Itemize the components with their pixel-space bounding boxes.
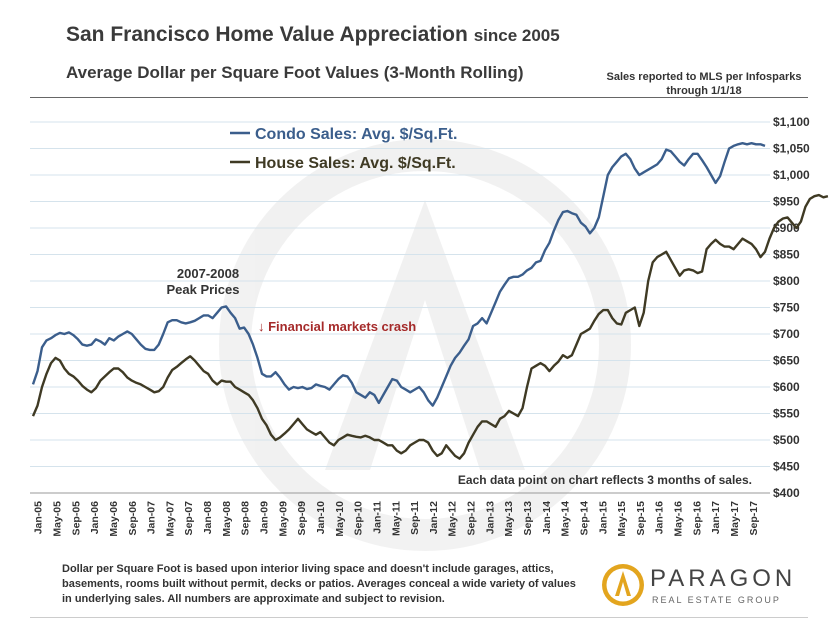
x-tick-label: May-06 [108,501,120,537]
y-tick-label: $450 [773,460,800,474]
x-tick-label: May-05 [51,501,63,537]
annotation-crash: ↓ Financial markets crash [258,319,416,334]
x-tick-label: Sep-06 [127,501,139,536]
x-tick-label: Sep-11 [409,501,421,535]
title-suffix: since 2005 [473,26,560,45]
logo-tagline: REAL ESTATE GROUP [652,595,781,605]
watermark-logo-icon [219,139,631,551]
legend-condo-label: Condo Sales: Avg. $/Sq.Ft. [255,126,457,143]
paragon-logo-icon [602,564,644,606]
y-tick-label: $500 [773,433,800,447]
legend: Condo Sales: Avg. $/Sq.Ft. House Sales: A… [230,126,457,172]
x-tick-label: Sep-08 [240,501,252,536]
x-tick-label: May-13 [503,501,515,537]
y-tick-label: $800 [773,274,800,288]
legend-house-label: House Sales: Avg. $/Sq.Ft. [255,155,456,172]
legend-condo: Condo Sales: Avg. $/Sq.Ft. [230,126,457,143]
x-tick-label: Jan-07 [146,501,158,534]
x-tick-label: Jan-08 [202,501,214,534]
y-tick-label: $950 [773,195,800,209]
line-chart: $400 $450 $500 $550 $600 $650 $700 $750 $800 $850… [30,115,829,551]
series-lines [31,142,829,460]
y-tick-label: $700 [773,327,800,341]
x-tick-label: Jan-12 [428,501,440,534]
x-tick-label: Sep-09 [296,501,308,536]
x-tick-label: May-08 [221,501,233,537]
paragon-logo: PARAGON REAL ESTATE GROUP [598,560,808,612]
condo-series-line [31,142,766,407]
x-tick-label: Jan-17 [710,501,722,534]
x-tick-label: May-09 [277,501,289,537]
x-tick-label: Jan-14 [541,501,553,534]
chart-title: San Francisco Home Value Appreciation si… [66,23,560,47]
y-tick-label: $650 [773,354,800,368]
y-tick-label: $1,100 [773,115,810,129]
annotation-data-note: Each data point on chart reflects 3 mont… [458,473,752,487]
y-tick-label: $1,000 [773,168,810,182]
x-tick-label: May-14 [560,501,572,537]
x-tick-label: May-17 [729,501,741,537]
x-tick-label: Sep-07 [183,501,195,536]
x-tick-label: Sep-12 [466,501,478,536]
x-tick-label: Jan-05 [33,501,45,534]
y-tick-label: $850 [773,248,800,262]
legend-house: House Sales: Avg. $/Sq.Ft. [230,155,456,172]
x-tick-label: Jan-09 [259,501,271,534]
x-tick-label: Sep-15 [635,501,647,536]
house-series-line [31,193,829,460]
header-divider [30,97,808,98]
x-tick-label: Jan-06 [89,501,101,534]
x-tick-label: Sep-10 [353,501,365,536]
x-axis-ticks: Jan-05 May-05 Sep-05 Jan-06 May-06 Sep-06 Jan-… [33,501,760,537]
x-tick-label: Jan-11 [371,501,383,534]
x-tick-label: Sep-16 [691,501,703,536]
x-tick-label: Jan-16 [654,501,666,534]
y-tick-label: $1,050 [773,142,810,156]
x-tick-label: Jan-10 [315,501,327,534]
title-main: San Francisco Home Value Appreciation [66,23,468,46]
x-tick-label: Sep-14 [578,501,590,536]
annotation-peak-line1: 2007-2008 [177,266,239,281]
x-tick-label: Sep-17 [748,501,760,536]
x-tick-label: May-07 [164,501,176,537]
x-tick-label: May-11 [390,501,402,536]
y-tick-label: $750 [773,301,800,315]
x-tick-label: Jan-13 [484,501,496,534]
bottom-divider [30,617,808,618]
annotation-peak-line2: Peak Prices [166,282,239,297]
y-tick-label: $600 [773,380,800,394]
footnote: Dollar per Square Foot is based upon int… [62,563,576,605]
x-tick-label: May-12 [447,501,459,537]
x-tick-label: Sep-13 [522,501,534,536]
logo-name: PARAGON [650,565,797,592]
chart-subtitle: Average Dollar per Square Foot Values (3… [66,63,524,82]
y-tick-label: $550 [773,407,800,421]
grid-lines [30,121,770,494]
x-tick-label: May-15 [616,501,628,537]
x-tick-label: Sep-05 [70,501,82,536]
x-tick-label: Jan-15 [597,501,609,534]
y-axis-ticks: $400 $450 $500 $550 $600 $650 $700 $750 $800 $850… [773,115,810,500]
x-tick-label: May-16 [673,501,685,537]
y-tick-label: $400 [773,486,800,500]
source-note: Sales reported to MLS per Infosparks thr… [606,71,802,97]
x-tick-label: May-10 [334,501,346,537]
